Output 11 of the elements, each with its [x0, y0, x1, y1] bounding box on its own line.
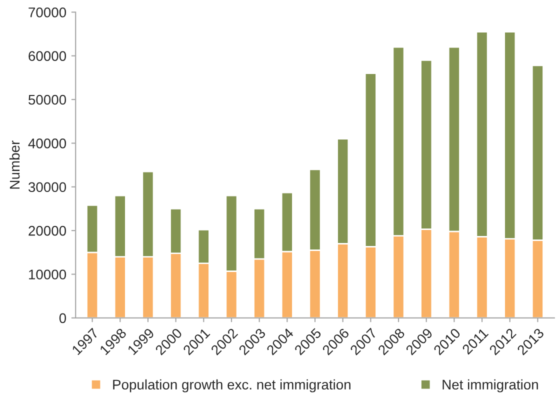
legend-label: Net immigration: [442, 379, 538, 392]
y-tick-label: 0: [59, 313, 66, 324]
y-tick-label: 60000: [28, 51, 66, 61]
y-tick-label: 10000: [29, 270, 66, 280]
y-tick-label: 20000: [28, 226, 66, 236]
y-tick-label: 30000: [28, 182, 66, 192]
y-tick-label: 40000: [28, 138, 66, 148]
y-tick-label: 50000: [28, 94, 66, 105]
legend-label: Population growth exc. net immigration: [113, 379, 350, 392]
y-tick-label: 70000: [28, 7, 66, 18]
y-axis-title: Number: [9, 140, 20, 189]
